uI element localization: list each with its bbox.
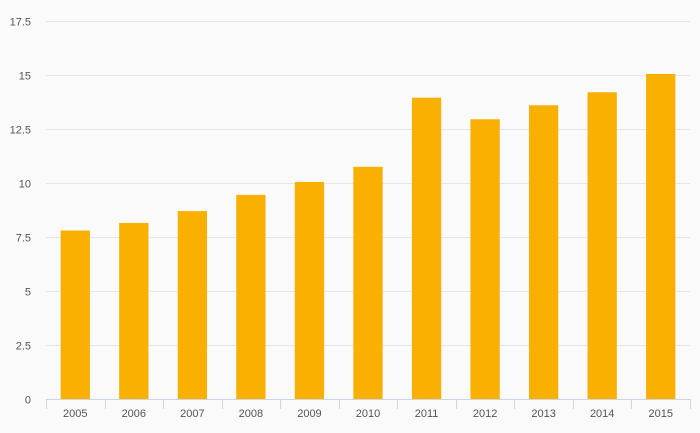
y-tick-label: 10 xyxy=(19,179,31,191)
x-tick-label: 2007 xyxy=(180,408,204,420)
y-tick-label: 7.5 xyxy=(16,233,31,245)
bar-2010 xyxy=(353,166,383,399)
bar-2005 xyxy=(60,230,90,399)
x-tick-label: 2014 xyxy=(590,408,614,420)
x-axis-ticks: 2005 2006 2007 2008 2009 2010 2011 2012 2013 2014… xyxy=(63,408,673,420)
x-tick-label: 2015 xyxy=(648,408,672,420)
y-tick-label: 5 xyxy=(25,287,31,299)
x-tick-label: 2010 xyxy=(356,408,380,420)
x-tick-label: 2008 xyxy=(239,408,263,420)
bar-2007 xyxy=(177,211,207,399)
bar-2014 xyxy=(587,92,617,399)
x-tick-label: 2006 xyxy=(122,408,146,420)
y-tick-label: 0 xyxy=(25,395,31,407)
y-tick-label: 17.5 xyxy=(10,17,31,29)
bar-2011 xyxy=(411,97,442,400)
x-axis xyxy=(46,399,691,409)
bars xyxy=(60,73,676,400)
bar-2009 xyxy=(294,181,325,399)
x-tick-label: 2005 xyxy=(63,408,87,420)
x-tick-label: 2013 xyxy=(531,408,555,420)
y-tick-label: 2.5 xyxy=(16,341,31,353)
x-tick-label: 2012 xyxy=(473,408,497,420)
y-axis-ticks: 0 2.5 5 7.5 10 12.5 15 17.5 xyxy=(10,17,31,407)
bar-2008 xyxy=(236,194,266,399)
bar-2006 xyxy=(119,222,149,399)
y-tick-label: 12.5 xyxy=(10,125,31,137)
bar-2012 xyxy=(470,119,500,399)
y-tick-label: 15 xyxy=(19,71,31,83)
bar-2015 xyxy=(646,73,676,400)
x-tick-label: 2009 xyxy=(297,408,321,420)
x-tick-label: 2011 xyxy=(415,408,439,420)
bar-2013 xyxy=(529,105,559,400)
